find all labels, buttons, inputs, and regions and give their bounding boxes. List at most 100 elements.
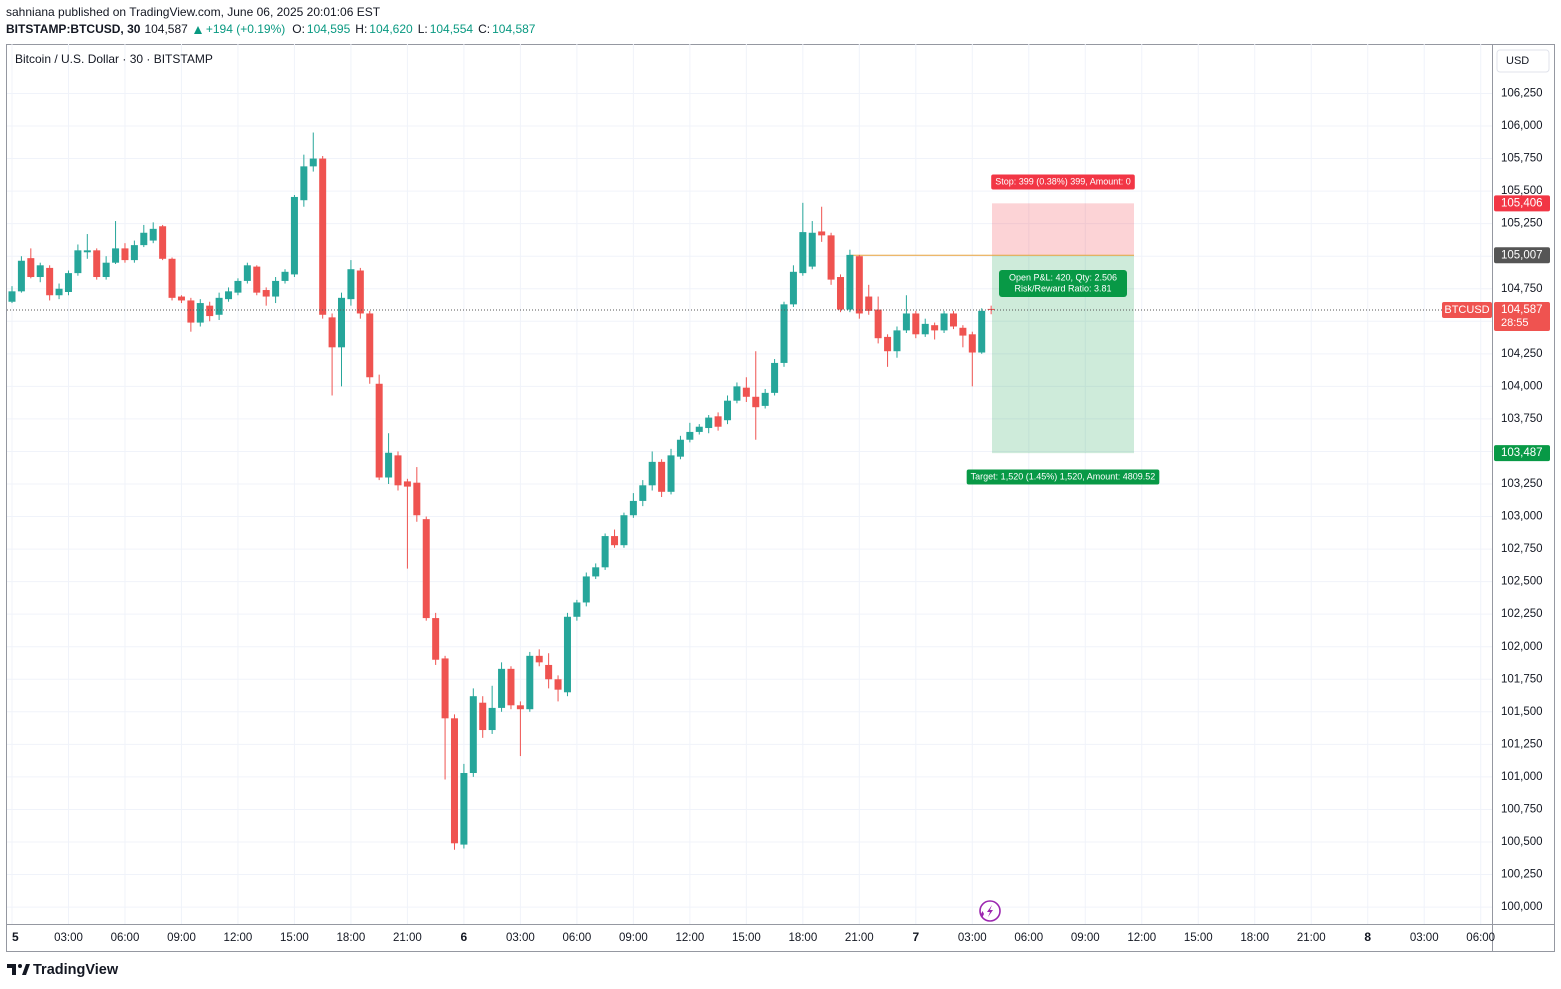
candle-body xyxy=(545,664,553,680)
x-tick-label: 15:00 xyxy=(732,932,761,944)
x-tick-label: 03:00 xyxy=(1410,932,1439,944)
x-tick-label: 6 xyxy=(461,930,468,944)
candle-body xyxy=(761,392,769,406)
quote-line: BITSTAMP:BTCUSD, 30 104,587 +194 (+0.19%… xyxy=(6,21,535,38)
y-tick-label: 101,750 xyxy=(1501,673,1543,685)
last-price: 104,587 xyxy=(1501,304,1543,316)
candle-body xyxy=(799,232,807,274)
y-tick-label: 104,250 xyxy=(1501,348,1543,360)
y-tick-label: 101,000 xyxy=(1501,771,1543,783)
x-tick-label: 06:00 xyxy=(111,932,140,944)
candle-body xyxy=(968,334,976,353)
y-tick-label: 103,000 xyxy=(1501,511,1543,523)
chart-title: Bitcoin / U.S. Dollar · 30 · BITSTAMP xyxy=(15,52,213,66)
x-tick-label: 12:00 xyxy=(675,932,704,944)
candle-body xyxy=(705,417,713,429)
candle-body xyxy=(724,400,732,421)
candle-body xyxy=(507,668,515,706)
x-tick-label: 5 xyxy=(12,930,19,944)
candle-body xyxy=(206,305,214,317)
ohlc-key: O: xyxy=(292,22,305,36)
x-tick-label: 21:00 xyxy=(393,932,422,944)
symbol: BITSTAMP:BTCUSD, 30 xyxy=(6,22,141,36)
candle-body xyxy=(676,439,684,457)
candle-body xyxy=(46,267,54,296)
candle-body xyxy=(695,426,703,432)
candle-body xyxy=(55,288,63,296)
candle-body xyxy=(422,519,430,619)
candle-body xyxy=(648,461,656,486)
candle-body xyxy=(940,313,948,331)
currency[interactable]: USD xyxy=(1506,55,1529,67)
x-tick-label: 8 xyxy=(1364,930,1371,944)
y-tick-label: 105,250 xyxy=(1501,218,1543,230)
ohlc-value: 104,554 xyxy=(429,22,474,36)
x-tick-label: 18:00 xyxy=(337,932,366,944)
x-tick-label: 7 xyxy=(912,930,919,944)
candle-body xyxy=(159,226,167,259)
candle-body xyxy=(338,297,346,348)
brand-logo[interactable]: TradingView xyxy=(7,962,119,978)
candle-body xyxy=(102,262,110,278)
x-tick-label: 06:00 xyxy=(1466,932,1495,944)
candle-body xyxy=(611,536,619,546)
candle-body xyxy=(846,254,854,310)
candle-body xyxy=(432,618,440,660)
candle-body xyxy=(253,266,261,293)
candle-body xyxy=(479,702,487,731)
candle-body xyxy=(347,269,355,300)
x-tick-label: 06:00 xyxy=(1014,932,1043,944)
price-tag-box xyxy=(1494,247,1550,264)
candle-body xyxy=(36,265,44,278)
candle-body xyxy=(912,313,920,335)
candle-body xyxy=(771,362,779,393)
candle-body xyxy=(83,250,91,253)
ohlc-key: H: xyxy=(355,22,368,36)
candle-body xyxy=(187,300,195,323)
ratio-label: Risk/Reward Ratio: 3.81 xyxy=(1014,283,1111,293)
candle-body xyxy=(93,250,101,278)
last-price: 104,587 xyxy=(144,22,188,36)
candle-body xyxy=(498,668,506,708)
currency-box[interactable] xyxy=(1496,49,1550,73)
x-tick-label: 12:00 xyxy=(1127,932,1156,944)
candle-body xyxy=(488,707,496,731)
candle-body xyxy=(667,455,675,492)
candle-body xyxy=(526,655,534,710)
pnl-label: Open P&L: 420, Qty: 2.506 xyxy=(1009,272,1117,282)
x-tick-label: 09:00 xyxy=(1071,932,1100,944)
brand[interactable]: TradingView xyxy=(33,962,119,978)
candle-body xyxy=(234,280,242,293)
y-tick-label: 103,750 xyxy=(1501,413,1543,425)
price-tag: 105,007 xyxy=(1501,249,1543,261)
candle-body xyxy=(450,718,458,844)
price-tag-box xyxy=(1494,445,1550,462)
symbol-tag-box xyxy=(1442,301,1492,318)
candle-body xyxy=(884,336,892,352)
candle-body xyxy=(855,256,863,314)
candle-body xyxy=(130,245,138,261)
candle-body xyxy=(8,291,16,302)
candle-body xyxy=(629,500,637,516)
ohlc: O: 104,595 H: 104,620 L: 104,554 C: 104,587 xyxy=(289,21,535,38)
candle-body xyxy=(714,416,722,427)
lightning-icon[interactable] xyxy=(979,900,1001,922)
candle-body xyxy=(64,273,72,292)
target-label: Target: 1,520 (1.45%) 1,520, Amount: 480… xyxy=(971,471,1156,481)
x-tick-label: 15:00 xyxy=(280,932,309,944)
ohlc-value: 104,620 xyxy=(369,22,413,36)
candle-body xyxy=(309,158,317,167)
candle-body xyxy=(469,696,477,773)
candle-body xyxy=(827,235,835,280)
candle-body xyxy=(272,280,280,297)
candle-body xyxy=(808,232,816,267)
candle-body xyxy=(742,387,750,397)
stop-zone xyxy=(992,203,1134,256)
candle-body xyxy=(554,679,562,690)
candle-body xyxy=(573,602,581,617)
candle-body xyxy=(658,461,666,492)
candle-body xyxy=(865,296,873,311)
y-tick-label: 102,750 xyxy=(1501,543,1543,555)
y-tick-label: 101,500 xyxy=(1501,706,1543,718)
